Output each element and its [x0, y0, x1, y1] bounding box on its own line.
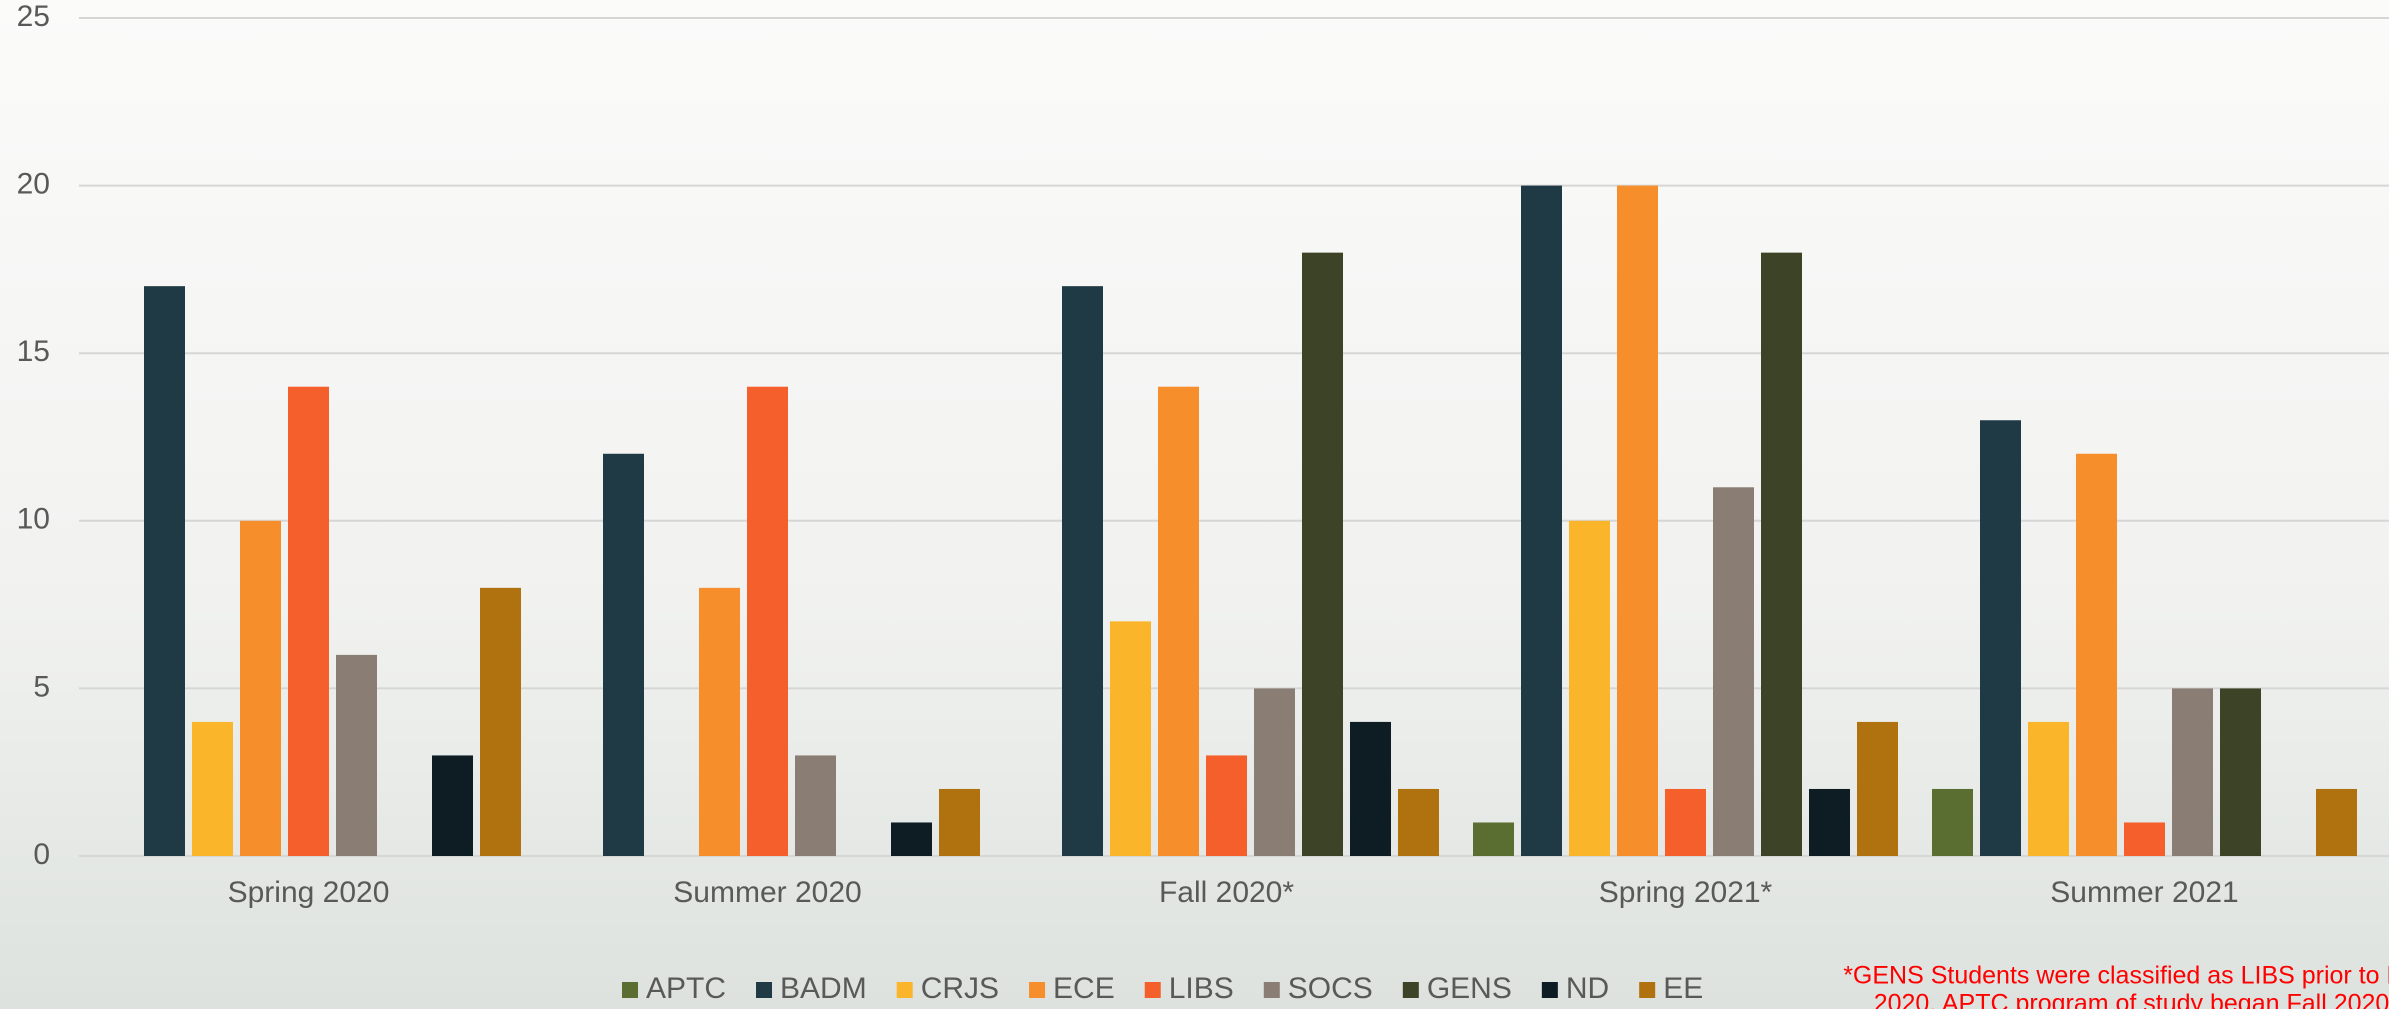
legend-swatch — [622, 982, 638, 998]
bar — [2316, 788, 2357, 856]
bar — [2220, 688, 2261, 856]
bar — [480, 587, 521, 856]
bar — [1302, 252, 1343, 856]
bar — [1980, 420, 2021, 856]
legend-swatch — [1639, 982, 1656, 998]
bar — [2172, 688, 2213, 856]
legend-label: GENS — [1427, 972, 1512, 1005]
legend-swatch — [1144, 982, 1161, 998]
bar — [1473, 822, 1514, 856]
bar — [795, 755, 836, 856]
bar — [2076, 453, 2117, 856]
bar — [1932, 788, 1973, 856]
legend-label: BADM — [780, 972, 867, 1005]
x-tick-label: Summer 2021 — [2050, 876, 2238, 909]
x-tick-label: Fall 2020* — [1159, 876, 1294, 909]
bar — [336, 654, 377, 856]
y-tick-label: 0 — [33, 838, 50, 871]
y-tick-label: 20 — [17, 168, 50, 201]
legend-label: APTC — [646, 972, 726, 1005]
bar — [1617, 185, 1658, 857]
legend-label: CRJS — [921, 972, 999, 1005]
legend-label: ECE — [1053, 972, 1115, 1005]
annotation: *GENS Students were classified as LIBS p… — [1843, 962, 2389, 990]
bar — [1350, 721, 1391, 856]
annotation: 2020. APTC program of study began Fall 2… — [1874, 990, 2389, 1009]
bar — [1665, 788, 1706, 856]
bar — [192, 721, 233, 856]
bar — [144, 286, 185, 856]
y-tick-label: 15 — [17, 335, 50, 368]
bar — [2124, 822, 2165, 856]
bar — [699, 587, 740, 856]
legend-swatch — [1029, 982, 1046, 998]
bar — [747, 386, 788, 856]
legend-swatch — [1402, 982, 1419, 998]
bar — [1110, 621, 1151, 856]
bar — [240, 520, 281, 856]
bar — [1206, 755, 1247, 856]
y-tick-label: 5 — [33, 670, 50, 703]
bar — [891, 822, 932, 856]
legend-label: EE — [1663, 972, 1703, 1005]
x-tick-label: Spring 2021* — [1599, 876, 1773, 909]
bar — [1521, 185, 1562, 857]
y-tick-label: 10 — [17, 503, 50, 536]
bar — [1569, 520, 1610, 856]
bar — [288, 386, 329, 856]
legend-swatch — [896, 982, 913, 998]
legend-swatch — [756, 982, 773, 998]
bar — [603, 453, 644, 856]
bar — [1857, 721, 1898, 856]
bar — [939, 788, 980, 856]
legend-label: SOCS — [1288, 972, 1373, 1005]
bar — [1398, 788, 1439, 856]
y-tick-label: 25 — [17, 0, 50, 33]
bar — [2028, 721, 2069, 856]
bar — [1158, 386, 1199, 856]
legend-swatch — [1263, 982, 1280, 998]
bar — [1761, 252, 1802, 856]
legend-swatch — [1541, 982, 1558, 998]
x-tick-label: Summer 2020 — [673, 876, 861, 909]
x-tick-label: Spring 2020 — [228, 876, 390, 909]
legend-label: LIBS — [1169, 972, 1234, 1005]
bar — [1809, 788, 1850, 856]
bar — [1062, 286, 1103, 856]
bar — [1713, 487, 1754, 856]
bar — [432, 755, 473, 856]
legend-label: ND — [1566, 972, 1609, 1005]
bar — [1254, 688, 1295, 856]
